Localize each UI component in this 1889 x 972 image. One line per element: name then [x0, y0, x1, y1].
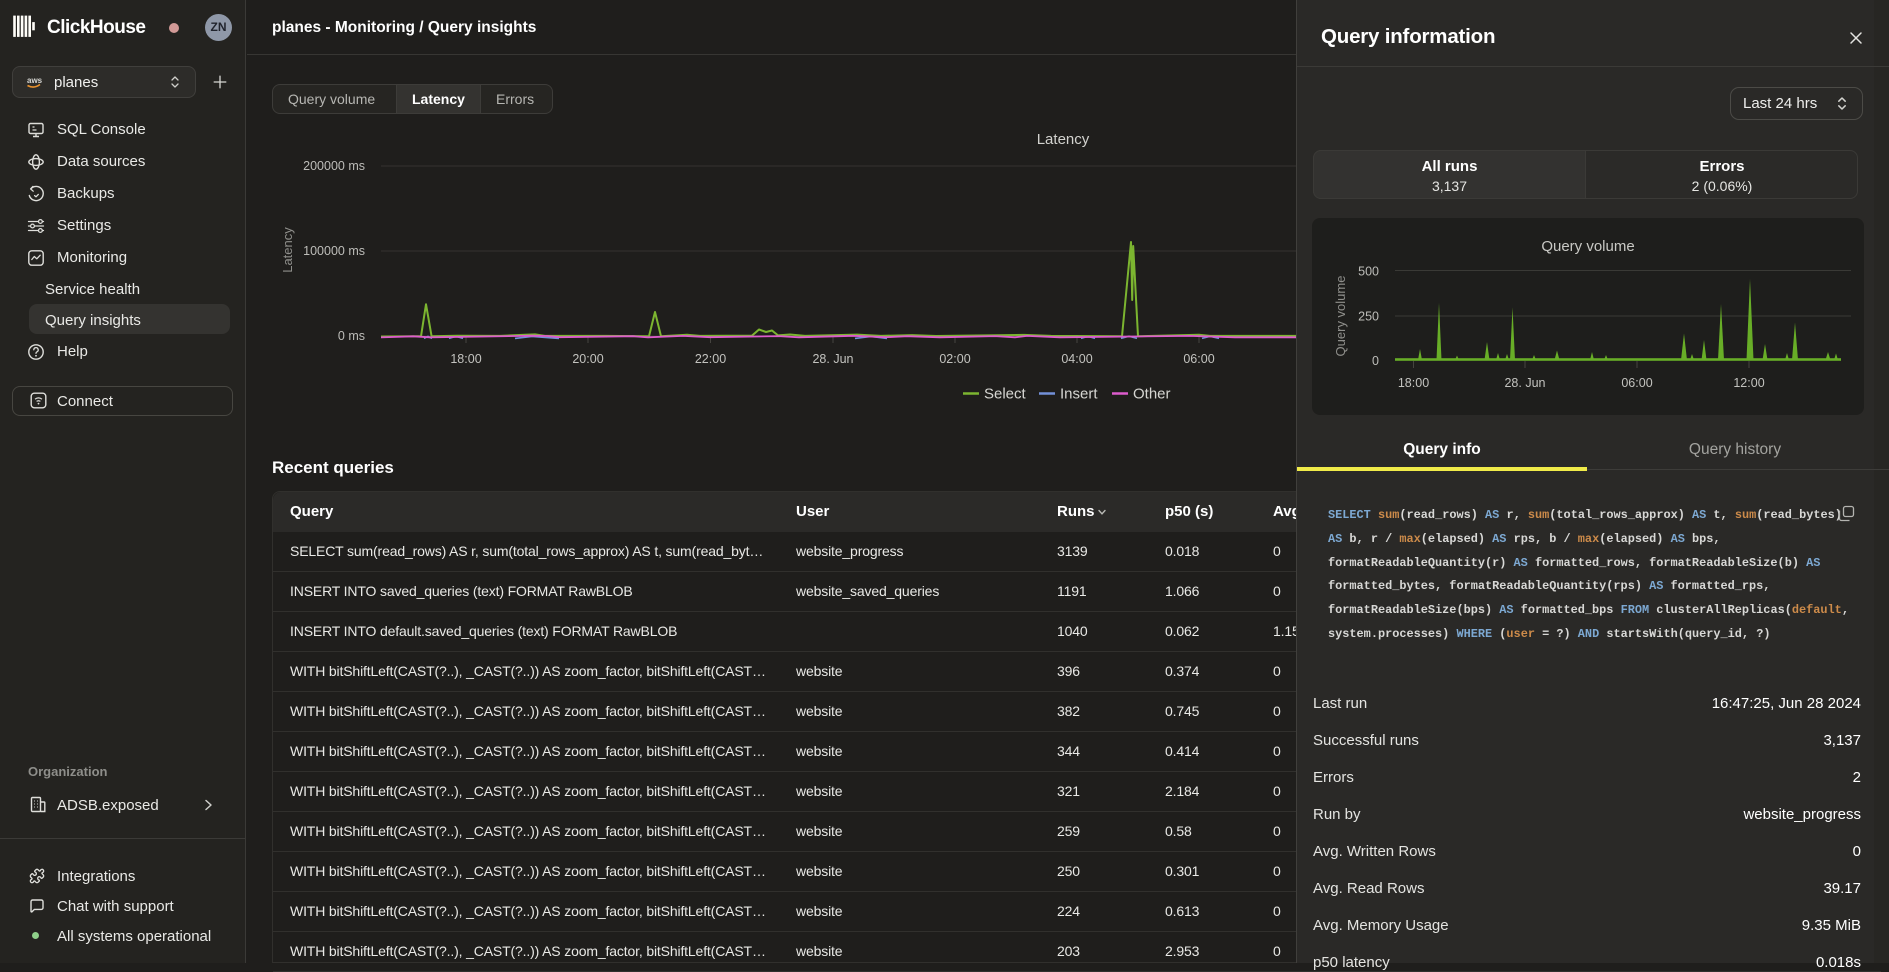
svg-text:22:00: 22:00: [695, 352, 726, 366]
svg-text:Latency: Latency: [1037, 131, 1090, 148]
svg-text:28. Jun: 28. Jun: [812, 352, 853, 366]
svg-text:200000 ms: 200000 ms: [303, 159, 365, 173]
svg-text:250: 250: [1358, 310, 1379, 324]
svg-text:100000 ms: 100000 ms: [303, 244, 365, 258]
svg-text:12:00: 12:00: [1733, 376, 1764, 390]
svg-text:28. Jun: 28. Jun: [1504, 376, 1545, 390]
svg-text:06:00: 06:00: [1621, 376, 1652, 390]
svg-text:Query volume: Query volume: [1541, 238, 1634, 255]
svg-text:aws: aws: [27, 76, 42, 85]
svg-text:04:00: 04:00: [1061, 352, 1092, 366]
svg-text:Query volume: Query volume: [1333, 276, 1348, 357]
svg-text:0: 0: [1372, 354, 1379, 368]
svg-text:Select: Select: [984, 386, 1027, 403]
svg-text:02:00: 02:00: [939, 352, 970, 366]
svg-text:Latency: Latency: [280, 227, 295, 273]
svg-text:20:00: 20:00: [572, 352, 603, 366]
svg-text:500: 500: [1358, 265, 1379, 279]
svg-text:06:00: 06:00: [1183, 352, 1214, 366]
svg-text:Other: Other: [1133, 386, 1171, 403]
svg-text:18:00: 18:00: [1398, 376, 1429, 390]
svg-text:Insert: Insert: [1060, 386, 1098, 403]
svg-text:0 ms: 0 ms: [338, 329, 365, 343]
svg-text:18:00: 18:00: [450, 352, 481, 366]
